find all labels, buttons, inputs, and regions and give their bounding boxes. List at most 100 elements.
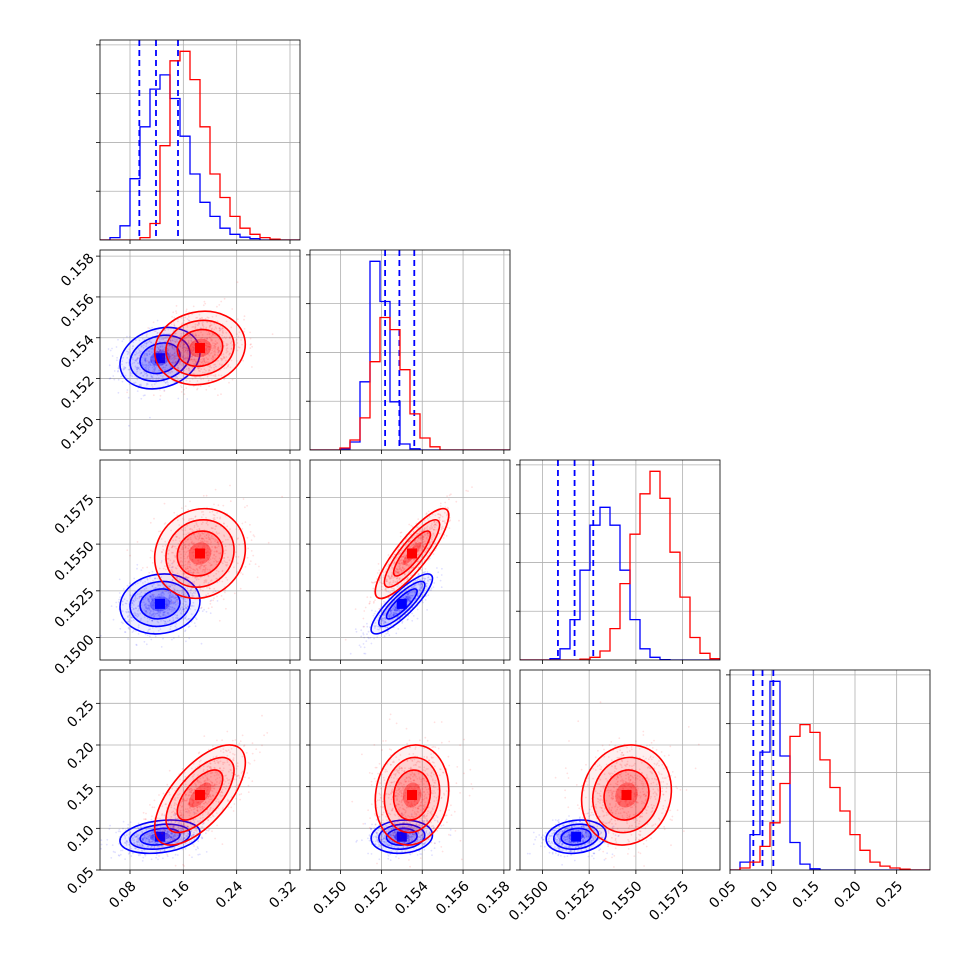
scatter-point: [203, 361, 206, 364]
scatter-point: [186, 353, 189, 355]
scatter-point: [149, 628, 151, 631]
scatter-point: [400, 531, 403, 534]
scatter-point: [205, 361, 208, 363]
scatter-point: [141, 860, 144, 862]
scatter-point: [142, 375, 145, 377]
scatter-point: [172, 608, 175, 611]
scatter-point: [148, 360, 151, 363]
scatter-point: [213, 354, 216, 357]
scatter-point: [192, 605, 195, 607]
scatter-point: [151, 584, 154, 587]
scatter-point: [202, 355, 205, 357]
scatter-point: [184, 346, 187, 349]
scatter-point: [195, 360, 197, 363]
scatter-point: [432, 553, 435, 555]
scatter-point: [151, 376, 153, 379]
scatter-point: [210, 335, 213, 337]
scatter-point: [229, 484, 231, 487]
scatter-point: [192, 305, 195, 308]
scatter-point: [136, 366, 139, 369]
scatter-point: [136, 358, 139, 361]
scatter-point: [183, 616, 186, 619]
scatter-point: [183, 357, 186, 360]
scatter-point: [173, 597, 175, 600]
scatter-point: [439, 579, 442, 582]
scatter-point: [200, 361, 203, 364]
scatter-point: [158, 338, 161, 340]
scatter-point: [159, 612, 162, 614]
contour-line-1: [165, 319, 235, 377]
scatter-point: [148, 364, 151, 367]
scatter-point: [126, 335, 128, 338]
scatter-point: [378, 569, 380, 572]
scatter-point: [140, 372, 143, 374]
scatter-point: [195, 361, 198, 364]
scatter-point: [170, 342, 173, 344]
scatter-point: [220, 300, 223, 303]
scatter-point: [123, 598, 126, 601]
scatter-point: [209, 338, 212, 340]
panel-1-1: [306, 250, 510, 454]
scatter-point: [365, 640, 368, 642]
scatter-point: [217, 350, 220, 352]
scatter-point: [140, 397, 143, 400]
scatter-point: [117, 338, 119, 341]
density-peak: [396, 598, 407, 609]
scatter-point: [157, 327, 160, 329]
scatter-point: [205, 347, 208, 350]
scatter-point: [167, 557, 170, 560]
scatter-point: [213, 322, 216, 325]
scatter-point: [183, 337, 186, 340]
scatter-point: [163, 390, 166, 392]
scatter-point: [175, 310, 177, 313]
scatter-point: [134, 595, 137, 597]
scatter-point: [145, 609, 148, 612]
scatter-point: [139, 368, 141, 371]
scatter-point: [175, 312, 178, 314]
scatter-point: [150, 341, 152, 344]
scatter-point: [116, 359, 118, 362]
scatter-point: [422, 575, 424, 577]
scatter-point: [185, 347, 188, 350]
scatter-point: [160, 593, 163, 596]
scatter-point: [159, 530, 162, 532]
scatter-point: [417, 572, 420, 575]
scatter-point: [177, 635, 180, 638]
scatter-point: [130, 620, 133, 622]
scatter-point: [145, 341, 148, 344]
scatter-point: [134, 594, 137, 597]
scatter-point: [122, 622, 124, 625]
scatter-point: [141, 362, 143, 364]
scatter-point: [155, 351, 158, 353]
scatter-point: [115, 346, 118, 348]
scatter-point: [110, 605, 113, 607]
scatter-point: [145, 363, 148, 366]
scatter-point: [159, 348, 162, 351]
scatter-point: [183, 346, 186, 349]
scatter-point: [244, 521, 247, 523]
scatter-point: [134, 583, 137, 585]
scatter-point: [168, 600, 171, 603]
scatter-point: [387, 608, 390, 611]
scatter-point: [187, 367, 190, 370]
scatter-point: [159, 394, 162, 397]
scatter-point: [221, 570, 224, 573]
scatter-point: [137, 626, 140, 629]
scatter-point: [121, 600, 123, 603]
scatter-point: [148, 340, 151, 343]
scatter-point: [218, 327, 221, 330]
scatter-point: [196, 316, 199, 319]
scatter-point: [216, 600, 219, 602]
scatter-point: [196, 358, 199, 361]
scatter-point: [159, 349, 162, 352]
scatter-point: [182, 618, 185, 621]
scatter-point: [182, 349, 184, 352]
scatter-point: [139, 619, 142, 622]
scatter-point: [141, 337, 144, 340]
scatter-point: [136, 390, 139, 392]
scatter-point: [136, 541, 139, 543]
scatter-point: [162, 375, 165, 377]
scatter-point: [217, 347, 219, 350]
scatter-point: [399, 535, 402, 538]
scatter-point: [163, 610, 166, 613]
